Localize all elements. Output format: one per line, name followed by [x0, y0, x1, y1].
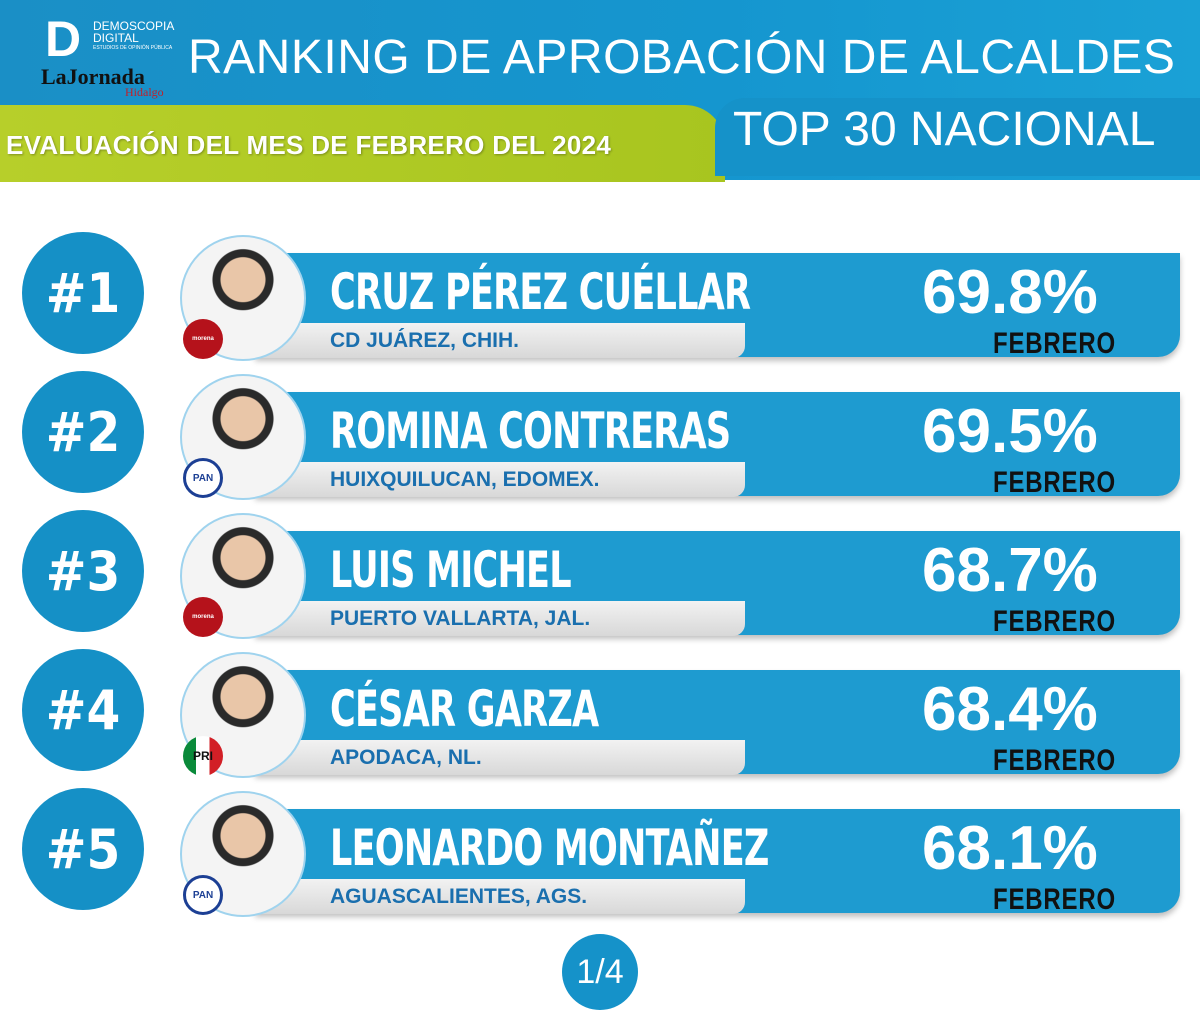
mayor-city: CD JUÁREZ, CHIH. [330, 329, 520, 352]
lajornada-logo: LaJornada [41, 64, 145, 89]
mayor-city: APODACA, NL. [330, 746, 482, 769]
rank-badge: #3 [22, 510, 144, 632]
place-bar [255, 462, 745, 497]
page-title: RANKING DE APROBACIÓN DE ALCALDES [188, 31, 1176, 84]
month-label: FEBRERO [993, 744, 1116, 777]
month-label: FEBRERO [993, 327, 1116, 360]
demoscopia-logo: D DEMOSCOPIA DIGITAL ESTUDIOS DE OPINIÓN… [41, 11, 174, 99]
rank-badge: #5 [22, 788, 144, 910]
approval-value: 68.7% [922, 536, 1098, 605]
mayor-city: AGUASCALIENTES, AGS. [330, 885, 588, 908]
page-indicator[interactable]: 1/4 [562, 934, 638, 1010]
rank-badge: #2 [22, 371, 144, 493]
page-subtitle: EVALUACIÓN DEL MES DE FEBRERO DEL 2024 [6, 130, 612, 160]
top30-band [715, 98, 1200, 176]
ranking-row: #5 PAN LEONARDO MONTAÑEZ AGUASCALIENTES,… [0, 788, 1200, 917]
month-label: FEBRERO [993, 605, 1116, 638]
month-label: FEBRERO [993, 466, 1116, 499]
mayor-name: ROMINA CONTRERAS [330, 402, 731, 460]
mayor-city: HUIXQUILUCAN, EDOMEX. [330, 468, 600, 491]
top30-label: TOP 30 NACIONAL [733, 103, 1156, 156]
approval-value: 69.5% [922, 397, 1098, 466]
approval-value: 68.1% [922, 814, 1098, 883]
ranking-row: #3 morena LUIS MICHEL PUERTO VALLARTA, J… [0, 510, 1200, 639]
mayor-name: LEONARDO MONTAÑEZ [330, 819, 769, 877]
subtitle-band [0, 105, 725, 182]
ranking-row: #1 morena CRUZ PÉREZ CUÉLLAR CD JUÁREZ, … [0, 232, 1200, 361]
party-logo-icon: PRI [183, 736, 223, 776]
party-logo-icon: morena [183, 319, 223, 359]
mayor-name: CÉSAR GARZA [330, 680, 599, 738]
place-bar [255, 740, 745, 775]
ranking-row: #4 PRI CÉSAR GARZA APODACA, NL. 68.4% FE… [0, 649, 1200, 778]
month-label: FEBRERO [993, 883, 1116, 916]
ranking-row: #2 PAN ROMINA CONTRERAS HUIXQUILUCAN, ED… [0, 371, 1200, 500]
party-logo-icon: morena [183, 597, 223, 637]
place-bar [255, 323, 745, 358]
rank-badge: #1 [22, 232, 144, 354]
place-bar [255, 879, 745, 914]
mayor-name: LUIS MICHEL [330, 541, 572, 599]
rank-badge: #4 [22, 649, 144, 771]
approval-value: 69.8% [922, 258, 1098, 327]
approval-value: 68.4% [922, 675, 1098, 744]
mayor-city: PUERTO VALLARTA, JAL. [330, 607, 591, 630]
party-logo-icon: PAN [183, 458, 223, 498]
party-logo-icon: PAN [183, 875, 223, 915]
mayor-name: CRUZ PÉREZ CUÉLLAR [330, 263, 751, 321]
place-bar [255, 601, 745, 636]
